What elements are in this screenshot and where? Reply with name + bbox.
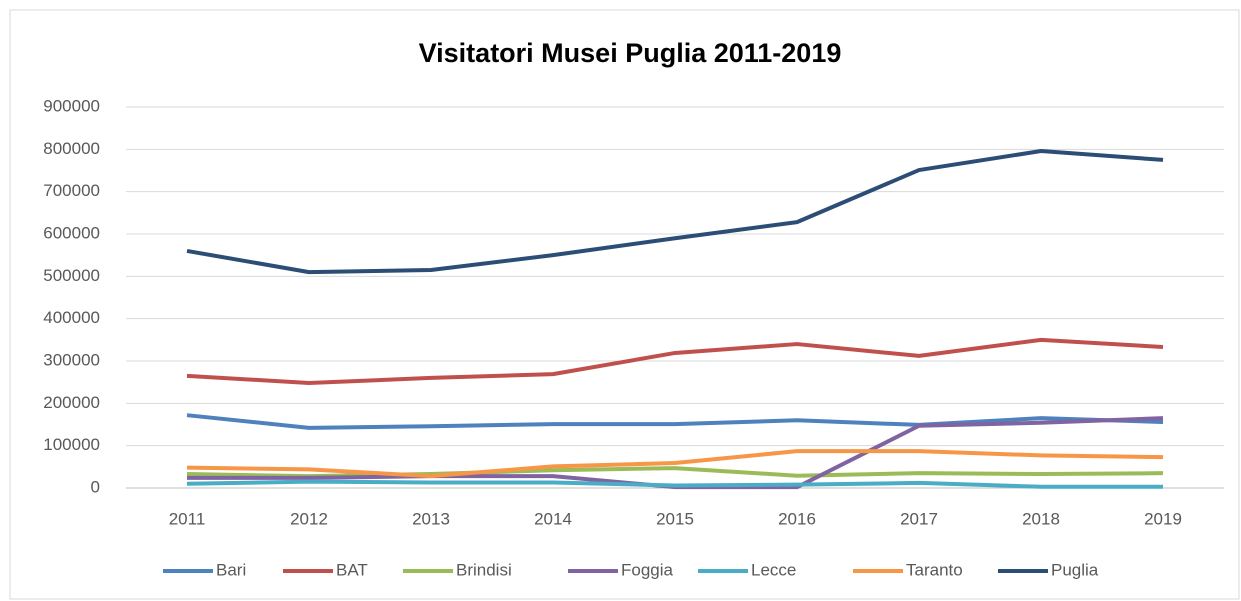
legend-label: Puglia (1051, 560, 1099, 579)
y-tick-label: 500000 (43, 266, 100, 285)
y-tick-label: 700000 (43, 181, 100, 200)
x-tick-label: 2013 (412, 509, 450, 528)
series-line (186, 413, 1164, 430)
x-tick-label: 2019 (1144, 509, 1182, 528)
series-line (186, 479, 1163, 489)
series-line (186, 337, 1164, 386)
legend-label: Lecce (751, 560, 796, 579)
chart-border (9, 9, 1240, 600)
x-tick-label: 2012 (290, 509, 328, 528)
y-tick-label: 900000 (43, 96, 100, 115)
x-tick-label: 2017 (900, 509, 938, 528)
y-tick-label: 400000 (43, 308, 100, 327)
x-tick-label: 2015 (656, 509, 694, 528)
x-tick-label: 2016 (778, 509, 816, 528)
legend-label: Bari (216, 560, 246, 579)
series-line (186, 449, 1164, 479)
x-tick-label: 2018 (1022, 509, 1060, 528)
y-tick-label: 300000 (43, 350, 100, 369)
x-tick-label: 2011 (169, 509, 206, 528)
y-tick-label: 100000 (43, 435, 100, 454)
y-tick-label: 0 (91, 477, 100, 496)
legend-label: Foggia (621, 560, 674, 579)
legend-label: Brindisi (456, 560, 512, 579)
legend-label: BAT (336, 560, 368, 579)
legend-label: Taranto (906, 560, 963, 579)
chart-title: Visitatori Musei Puglia 2011-2019 (419, 38, 842, 68)
x-tick-label: 2014 (534, 509, 572, 528)
series-line (186, 149, 1164, 275)
y-tick-label: 800000 (43, 139, 100, 158)
y-tick-label: 200000 (43, 393, 100, 412)
y-tick-label: 600000 (43, 223, 100, 242)
